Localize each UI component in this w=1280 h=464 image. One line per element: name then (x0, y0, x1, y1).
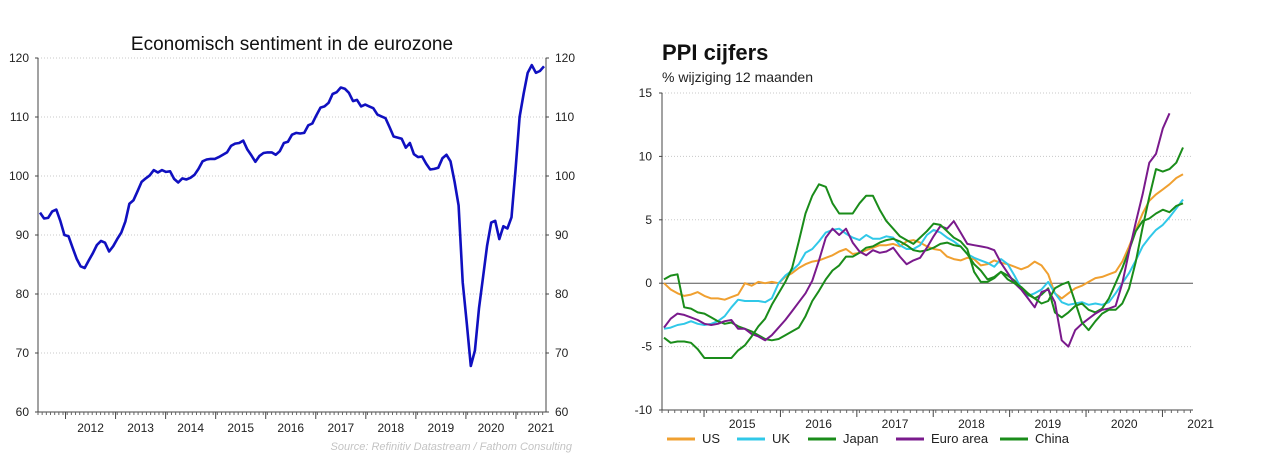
ppi-tick-labels: -10 -5 0 5 10 15 2015 2016 2017 2018 2019 2020 2021 (635, 86, 1215, 431)
ppi-chart: PPI cijfers % wijziging 12 maanden -10 -5… (635, 40, 1215, 446)
sentiment-chart-title: Economisch sentiment in de eurozone (131, 34, 453, 55)
x-tick-2015: 2015 (227, 421, 254, 435)
x-tick-2013: 2013 (127, 421, 154, 435)
legend-label-japan: Japan (843, 431, 878, 446)
y-tick--10: -10 (635, 403, 653, 417)
sentiment-tick-labels: 60 60 70 70 80 80 90 90 100 100 110 110 120 120 2012 20… (9, 51, 575, 435)
y-tick-10: 10 (639, 149, 653, 163)
legend-label-china: China (1035, 431, 1070, 446)
ppi-axes (659, 92, 1193, 417)
x-tick-2021: 2021 (1187, 417, 1214, 431)
y-tick-right-80: 80 (555, 287, 569, 301)
series-line-euro-area (663, 112, 1171, 348)
ppi-chart-title: PPI cijfers (662, 40, 768, 65)
x-tick-2015: 2015 (729, 417, 756, 431)
x-tick-2020: 2020 (478, 421, 505, 435)
ppi-series (663, 112, 1184, 359)
y-tick-left-80: 80 (16, 287, 30, 301)
y-tick-left-90: 90 (16, 228, 30, 242)
y-tick-right-110: 110 (555, 110, 574, 124)
x-tick-2018: 2018 (377, 421, 404, 435)
x-tick-2017: 2017 (327, 421, 354, 435)
y-tick--5: -5 (641, 340, 652, 354)
legend-label-us: US (702, 431, 720, 446)
legend-label-uk: UK (772, 431, 790, 446)
y-tick-right-60: 60 (555, 405, 569, 419)
ppi-legend: US UK Japan Euro area China (667, 431, 1070, 446)
series-line-japan (663, 202, 1184, 342)
x-tick-2019: 2019 (1034, 417, 1061, 431)
y-tick-left-60: 60 (16, 405, 30, 419)
x-tick-2019: 2019 (428, 421, 455, 435)
x-tick-2018: 2018 (958, 417, 985, 431)
x-tick-2014: 2014 (177, 421, 204, 435)
sentiment-source-note: Source: Refinitiv Datastream / Fathom Co… (331, 441, 573, 453)
y-tick-right-100: 100 (555, 169, 575, 183)
sentiment-series (38, 63, 545, 368)
y-tick-right-70: 70 (555, 346, 569, 360)
y-tick-left-100: 100 (9, 169, 29, 183)
series-line-china (663, 147, 1184, 359)
y-tick-15: 15 (639, 86, 653, 100)
series-line-us (663, 173, 1184, 301)
y-tick-left-120: 120 (9, 51, 29, 65)
ppi-chart-subtitle: % wijziging 12 maanden (662, 69, 813, 85)
x-tick-2017: 2017 (882, 417, 909, 431)
y-tick-left-70: 70 (16, 346, 30, 360)
x-tick-2016: 2016 (277, 421, 304, 435)
legend-label-euro-area: Euro area (931, 431, 989, 446)
sentiment-gridlines (38, 57, 546, 354)
y-tick-0: 0 (645, 276, 652, 290)
y-tick-right-120: 120 (555, 51, 575, 65)
series-line-uk (663, 198, 1184, 330)
ppi-gridlines (662, 92, 1193, 348)
sentiment-chart: Economisch sentiment in de eurozone 60 60… (9, 34, 575, 453)
sentiment-axes (35, 57, 549, 419)
series-line-sentiment (38, 63, 545, 368)
x-tick-2016: 2016 (805, 417, 832, 431)
x-tick-2020: 2020 (1111, 417, 1138, 431)
x-tick-2012: 2012 (77, 421, 104, 435)
y-tick-left-110: 110 (10, 110, 29, 124)
y-tick-5: 5 (645, 213, 652, 227)
x-tick-2021: 2021 (528, 421, 555, 435)
y-tick-right-90: 90 (555, 228, 569, 242)
